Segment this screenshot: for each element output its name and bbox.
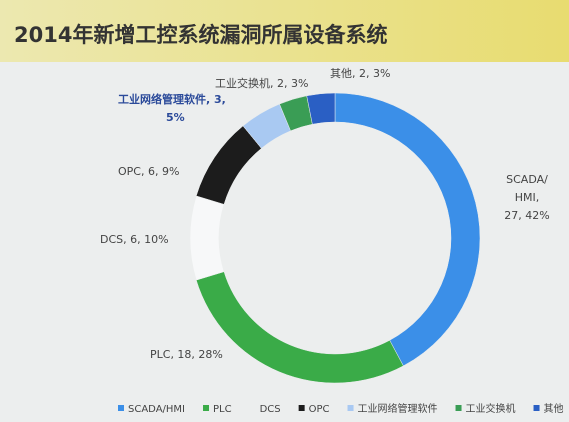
donut-slice — [306, 92, 336, 125]
legend-swatch — [347, 405, 354, 411]
legend-label: OPC — [309, 404, 330, 415]
donut-slice — [189, 195, 225, 281]
legend-label: 其他 — [544, 402, 564, 415]
chart-title: 2014年新增工控系统漏洞所属设备系统 — [14, 23, 387, 47]
title-banner — [0, 0, 569, 62]
legend-swatch — [118, 405, 124, 411]
data-label: 5% — [166, 111, 185, 124]
data-label: DCS, 6, 10% — [100, 233, 169, 246]
data-label: OPC, 6, 9% — [118, 165, 179, 178]
legend-label: 工业交换机 — [466, 402, 516, 415]
data-label: PLC, 18, 28% — [150, 348, 223, 361]
legend-swatch — [203, 405, 210, 411]
data-label: 其他, 2, 3% — [330, 67, 390, 80]
data-label: 工业交换机, 2, 3% — [215, 76, 308, 90]
legend-swatch — [298, 405, 305, 411]
legend-swatch — [533, 405, 540, 411]
legend-swatch — [455, 405, 462, 411]
data-label: SCADA/ — [506, 173, 548, 186]
data-label: 工业网络管理软件, 3, — [118, 92, 226, 106]
legend-label: 工业网络管理软件 — [358, 402, 438, 415]
data-label: 27, 42% — [504, 209, 549, 222]
legend-label: PLC — [213, 404, 232, 415]
donut-slice — [334, 92, 481, 367]
legend-label: DCS — [260, 404, 281, 415]
legend-label: SCADA/HMI — [128, 404, 185, 415]
data-label: HMI, — [515, 191, 540, 204]
